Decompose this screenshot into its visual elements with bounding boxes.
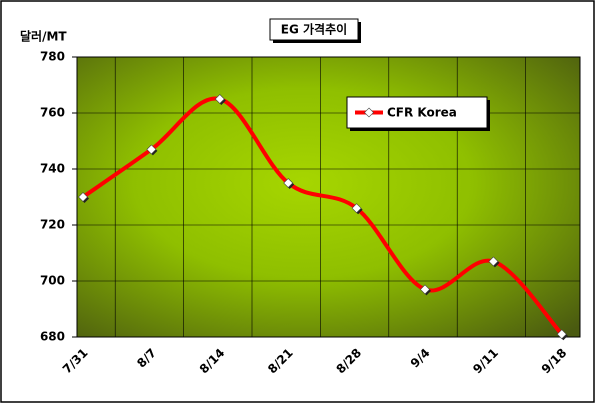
marker	[283, 178, 294, 188]
y-tick-label: 740	[40, 162, 65, 176]
legend-label: CFR Korea	[387, 106, 457, 120]
y-tick-label: 780	[40, 50, 65, 64]
y-tick-label: 720	[40, 218, 65, 232]
marker	[351, 203, 362, 214]
marker	[488, 256, 499, 267]
y-axis-label: 달러/MT	[20, 29, 67, 44]
chart-title: EG 가격추이	[281, 22, 347, 37]
y-tick-label: 680	[40, 330, 65, 344]
marker	[214, 94, 225, 104]
title-box	[269, 18, 359, 41]
marker	[420, 284, 430, 295]
marker	[556, 329, 567, 340]
y-tick-label: 700	[40, 274, 65, 288]
y-tick-label: 760	[40, 106, 65, 120]
marker	[146, 144, 157, 155]
legend-marker	[364, 107, 374, 118]
marker	[78, 192, 88, 202]
